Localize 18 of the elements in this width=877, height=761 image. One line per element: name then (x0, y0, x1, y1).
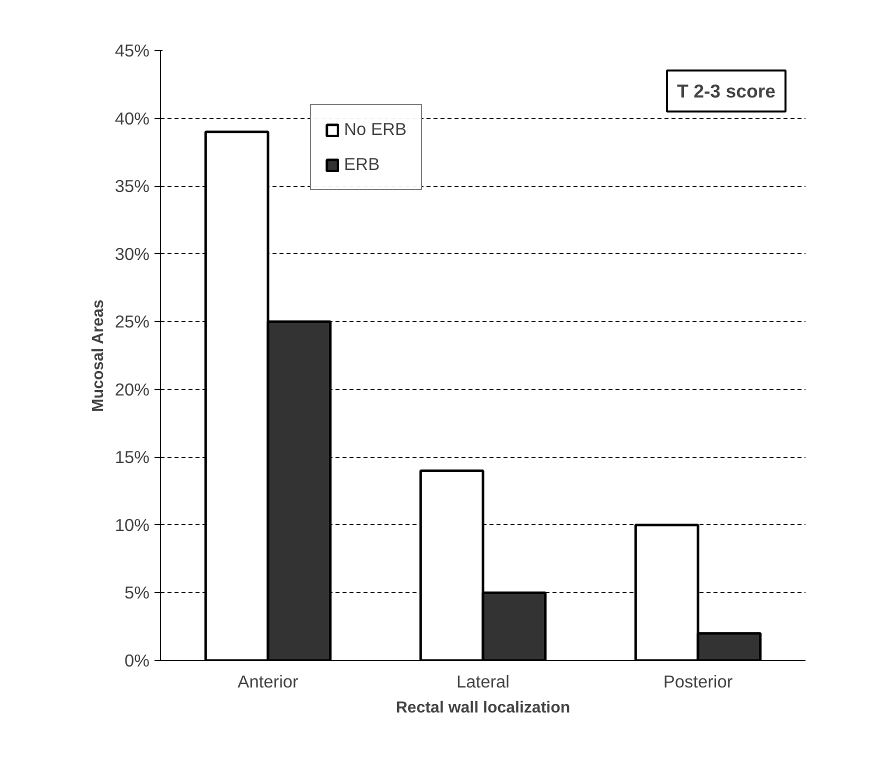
y-axis-title: Mucosal Areas (90, 300, 107, 412)
y-tick-label: 30% (114, 244, 150, 264)
y-tick-label: 0% (124, 650, 150, 670)
legend-label: No ERB (344, 119, 407, 140)
y-tick-label: 5% (124, 582, 150, 603)
x-axis-title: Rectal wall localization (396, 700, 570, 716)
legend-label: ERB (344, 154, 380, 175)
y-tick-label: 10% (114, 514, 150, 535)
y-tick-label: 20% (114, 379, 150, 400)
y-tick-label: 15% (114, 447, 150, 468)
y-tick-label: 45% (114, 40, 150, 60)
x-tick-label: Anterior (238, 672, 299, 692)
annotation: T 2-3 score (676, 80, 776, 102)
x-tick-label: Posterior (663, 672, 733, 692)
x-tick-label: Lateral (456, 672, 510, 692)
y-tick-label: 25% (114, 312, 150, 332)
y-tick-label: 40% (114, 108, 150, 128)
y-tick-label: 35% (114, 176, 150, 196)
